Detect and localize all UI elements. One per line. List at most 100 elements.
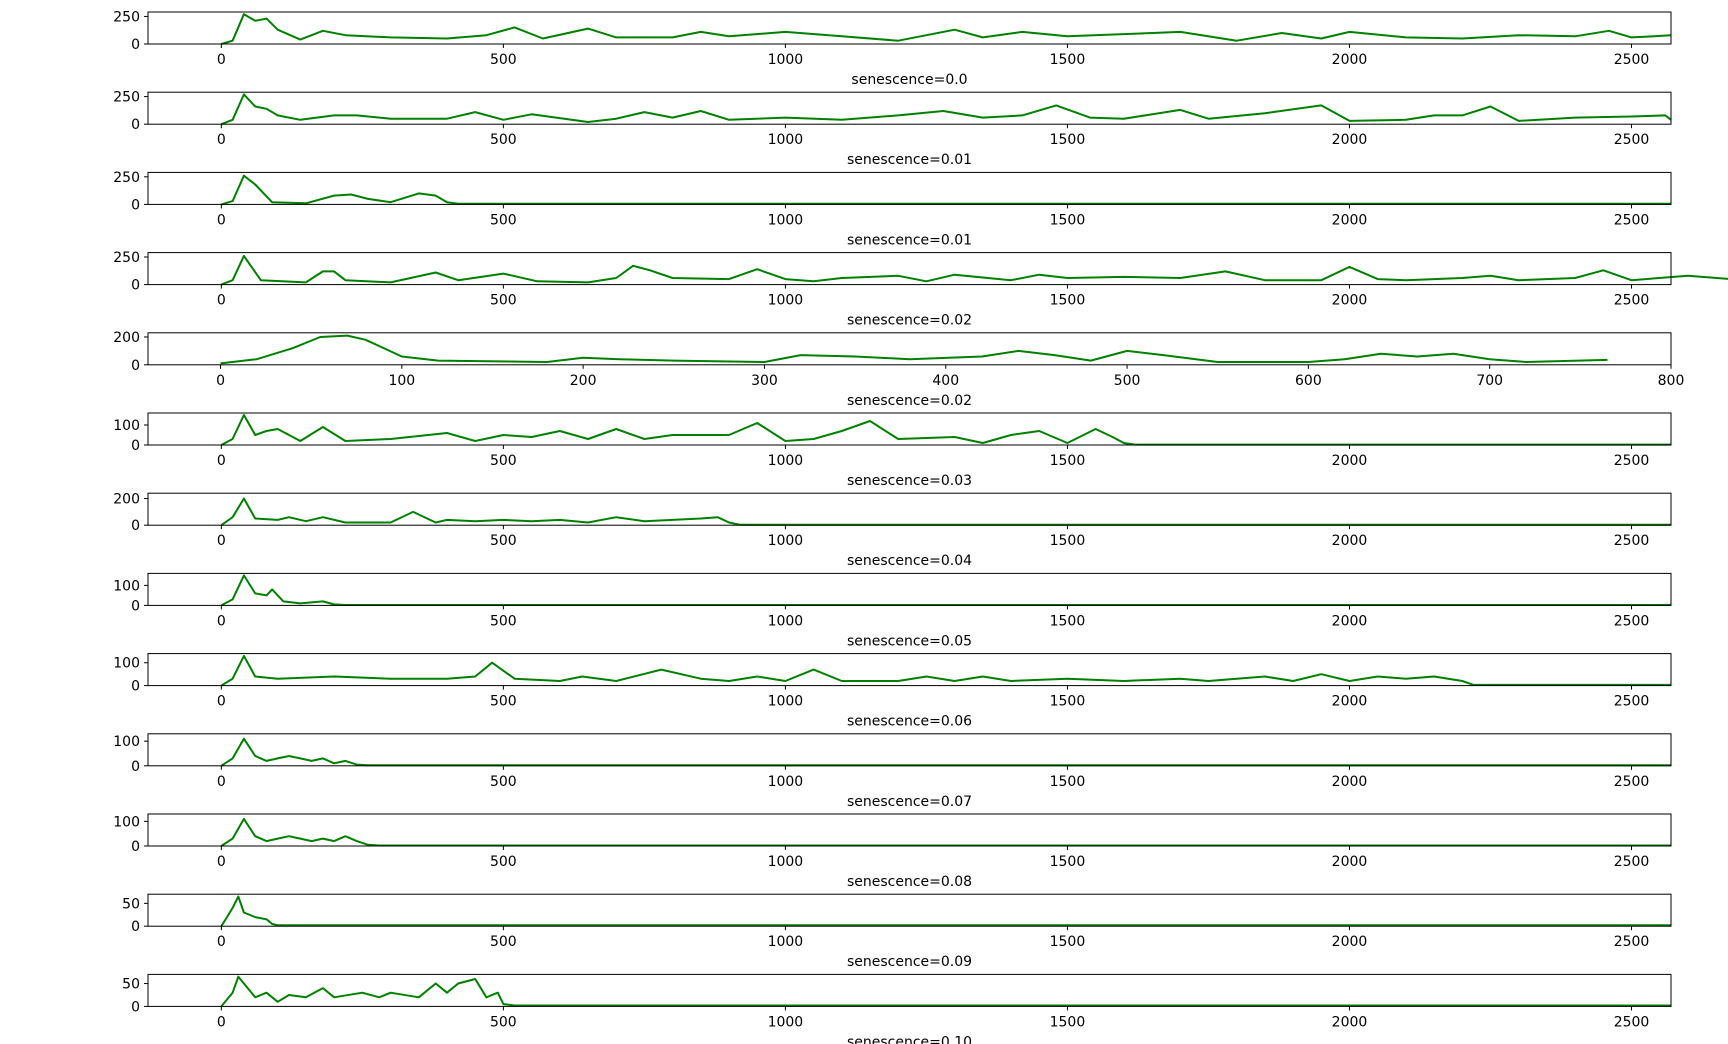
y-tick-label: 250 [113,170,140,186]
x-axis-label: senescence=0.06 [847,714,972,730]
x-tick-label: 2000 [1332,934,1368,950]
axes-frame [147,973,1672,1007]
x-tick-label: 500 [490,212,517,228]
x-tick-label: 500 [490,533,517,549]
x-tick-label: 500 [490,694,517,710]
x-tick-label: 2000 [1332,132,1368,148]
x-tick-label: 0 [217,132,226,148]
y-tick-label: 250 [113,90,140,106]
x-tick-label: 1000 [768,934,804,950]
y-tick-label: 250 [113,9,140,25]
x-tick-label: 2500 [1614,533,1650,549]
x-tick-label: 1000 [768,293,804,309]
x-tick-label: 2500 [1614,293,1650,309]
y-tick-label: 50 [122,977,140,993]
y-tick-label: 0 [131,518,140,534]
x-axis-label: senescence=0.01 [847,232,972,248]
x-tick-label: 300 [751,373,778,389]
y-tick-label: 200 [113,330,140,346]
x-tick-label: 0 [217,453,226,469]
x-tick-label: 0 [217,854,226,870]
x-tick-label: 2000 [1332,854,1368,870]
y-tick-label: 100 [113,734,140,750]
x-tick-label: 0 [217,212,226,228]
y-tick-label: 0 [131,679,140,695]
y-tick-label: 0 [131,919,140,935]
axes-frame [147,91,1672,125]
x-tick-label: 500 [490,854,517,870]
axes-frame [147,332,1672,366]
x-tick-label: 2000 [1332,52,1368,68]
y-tick-label: 0 [131,197,140,213]
x-tick-label: 500 [490,132,517,148]
x-tick-label: 1000 [768,694,804,710]
x-tick-label: 1000 [768,52,804,68]
x-tick-label: 2500 [1614,52,1650,68]
y-tick-label: 0 [131,438,140,454]
axes-frame [147,412,1672,446]
x-tick-label: 100 [388,373,415,389]
x-tick-label: 0 [217,293,226,309]
axes-frame [147,893,1672,927]
x-tick-label: 2500 [1614,212,1650,228]
x-tick-label: 0 [217,613,226,629]
x-axis-label: senescence=0.01 [847,152,972,168]
x-tick-label: 0 [217,774,226,790]
y-tick-label: 0 [131,37,140,53]
y-tick-label: 0 [131,117,140,133]
x-axis-label: senescence=0.10 [847,1034,972,1044]
x-axis-label: senescence=0.07 [847,794,972,810]
x-axis-label: senescence=0.09 [847,954,972,970]
x-tick-label: 1500 [1050,52,1086,68]
data-series-line [220,574,1671,607]
x-tick-label: 200 [570,373,597,389]
data-series-line [220,497,1671,527]
data-series-line [221,174,1671,206]
axes-frame [147,733,1672,767]
x-tick-label: 0 [217,694,226,710]
data-series-line [220,817,1671,847]
axes-frame [147,252,1672,286]
data-series-line [220,975,1671,1008]
axes-frame [147,11,1672,45]
data-series-line [220,93,1672,126]
x-tick-label: 1500 [1050,132,1086,148]
x-axis-label: senescence=0.03 [847,473,972,489]
x-tick-label: 800 [1658,373,1685,389]
x-tick-label: 2000 [1332,453,1368,469]
x-tick-label: 0 [217,52,226,68]
x-tick-label: 1500 [1050,533,1086,549]
data-series-line [220,895,1671,927]
axes-frame [147,572,1672,606]
x-tick-label: 2000 [1332,1014,1368,1030]
y-tick-label: 200 [113,492,140,508]
x-tick-label: 500 [490,1014,517,1030]
x-tick-label: 0 [216,373,225,389]
x-tick-label: 2500 [1614,854,1650,870]
data-series-line [220,334,1608,365]
x-axis-label: senescence=0.08 [847,874,972,890]
y-tick-label: 0 [131,358,140,374]
y-tick-label: 100 [113,814,140,830]
x-tick-label: 2500 [1614,694,1650,710]
x-tick-label: 1000 [768,613,804,629]
x-tick-label: 1000 [768,1014,804,1030]
x-tick-label: 1000 [768,774,804,790]
x-tick-label: 1500 [1050,854,1086,870]
x-tick-label: 400 [932,373,959,389]
x-tick-label: 0 [217,1014,226,1030]
x-tick-label: 1000 [768,453,804,469]
y-tick-label: 0 [131,598,140,614]
x-tick-label: 1000 [768,132,804,148]
axes-frame [147,171,1672,205]
y-tick-label: 0 [131,839,140,855]
x-tick-label: 2000 [1332,694,1368,710]
